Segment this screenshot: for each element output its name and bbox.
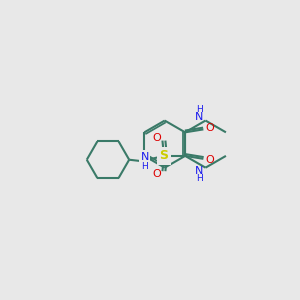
- Text: N: N: [141, 152, 149, 162]
- Text: O: O: [206, 123, 214, 133]
- Text: S: S: [159, 149, 168, 162]
- Text: N: N: [195, 112, 203, 122]
- Text: H: H: [196, 105, 202, 114]
- Text: N: N: [195, 166, 203, 176]
- Text: H: H: [141, 162, 148, 171]
- Text: O: O: [152, 169, 161, 179]
- Text: O: O: [152, 133, 161, 142]
- Text: H: H: [196, 174, 202, 183]
- Text: O: O: [206, 155, 214, 165]
